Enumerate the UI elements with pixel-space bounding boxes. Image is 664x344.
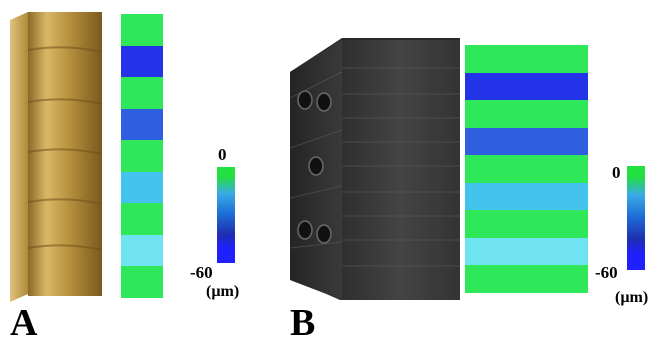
dark-block-image <box>290 38 460 300</box>
height-band <box>121 45 163 78</box>
height-band <box>465 100 588 129</box>
height-map-strip-a <box>121 14 163 298</box>
height-band <box>121 140 163 173</box>
height-band <box>465 155 588 184</box>
block-holes <box>299 92 330 242</box>
height-band <box>121 14 163 47</box>
scale-min-label-b: -60 <box>595 263 618 282</box>
height-band <box>121 203 163 236</box>
height-map-strip-b <box>465 45 588 293</box>
block-hole-rims <box>297 90 332 244</box>
height-band <box>465 127 588 156</box>
gold-rod-image <box>10 12 103 302</box>
height-band <box>465 72 588 101</box>
height-band <box>121 266 163 298</box>
panel-letter-b: B <box>290 302 316 344</box>
rod-grooves <box>27 46 103 251</box>
height-band <box>465 210 588 239</box>
height-band <box>121 108 163 141</box>
height-band <box>465 237 588 266</box>
rod-side-face <box>10 12 28 302</box>
block-layer-lines <box>290 67 460 267</box>
height-band <box>121 234 163 267</box>
height-band <box>465 265 588 293</box>
scale-min-label-a: -60 <box>190 263 213 282</box>
scale-unit-label-a: (µm) <box>206 283 240 300</box>
block-front-face <box>342 40 460 300</box>
scale-max-label-b: 0 <box>612 163 621 182</box>
color-scale-bar-b <box>627 166 645 270</box>
height-band <box>465 45 588 74</box>
height-band <box>121 77 163 110</box>
height-band <box>465 182 588 211</box>
scale-unit-label-b: (µm) <box>615 289 649 306</box>
panel-letter-a: A <box>10 302 38 344</box>
scale-max-label-a: 0 <box>218 145 227 164</box>
rod-front-face <box>28 12 102 296</box>
color-scale-bar-a <box>217 167 235 263</box>
height-band <box>121 171 163 204</box>
